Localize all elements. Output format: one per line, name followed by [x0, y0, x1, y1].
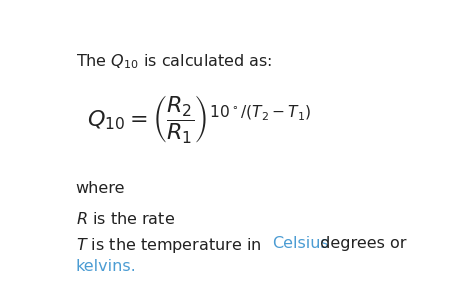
- Text: $\mathit{T}$ is the temperature in: $\mathit{T}$ is the temperature in: [76, 236, 263, 255]
- Text: where: where: [76, 181, 125, 196]
- Text: $\mathit{R}$ is the rate: $\mathit{R}$ is the rate: [76, 211, 175, 227]
- Text: Celsius: Celsius: [272, 236, 329, 251]
- Text: degrees or: degrees or: [315, 236, 406, 251]
- Text: $Q_{10} = \left(\dfrac{R_2}{R_1}\right)^{10^\circ/(T_2-T_1)}$: $Q_{10} = \left(\dfrac{R_2}{R_1}\right)^…: [87, 93, 311, 145]
- Text: The $\mathit{Q}_{10}$ is calculated as:: The $\mathit{Q}_{10}$ is calculated as:: [76, 52, 272, 71]
- Text: kelvins.: kelvins.: [76, 259, 137, 274]
